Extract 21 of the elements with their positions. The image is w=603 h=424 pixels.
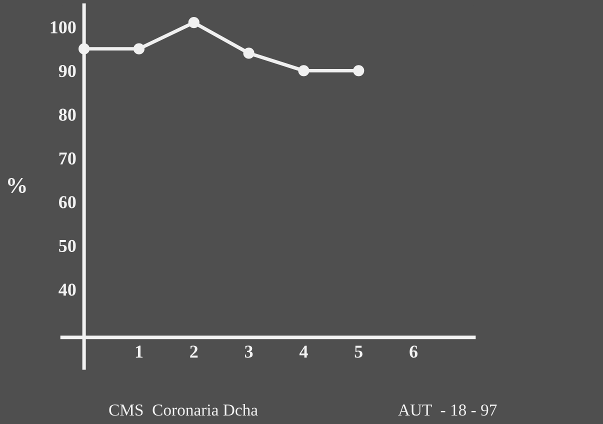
point: [243, 48, 254, 59]
x-tick-label: 5: [354, 346, 362, 358]
x-tick-label: 3: [244, 346, 253, 358]
y-tick-label: 90: [58, 64, 76, 78]
x-tick-label: 6: [410, 346, 418, 358]
point: [298, 65, 310, 76]
y-tick-label: 80: [58, 108, 76, 121]
text: AUT - 18 - 97: [398, 404, 497, 416]
point: [188, 17, 200, 28]
y-tick-label: 100: [50, 21, 76, 34]
point: [353, 65, 364, 76]
y-tick-label: 70: [59, 152, 76, 165]
y-tick-label: 50: [59, 240, 76, 252]
y-tick-label: 40: [58, 284, 76, 296]
text: CMS Coronaria Dcha: [109, 404, 258, 416]
x-tick-label: 4: [299, 346, 308, 358]
x-tick-label: 1: [136, 346, 143, 358]
y-tick-label: 60: [59, 196, 76, 208]
x-tick-label: 2: [190, 346, 198, 358]
point: [133, 43, 145, 54]
y-axis-title: %: [8, 178, 26, 194]
